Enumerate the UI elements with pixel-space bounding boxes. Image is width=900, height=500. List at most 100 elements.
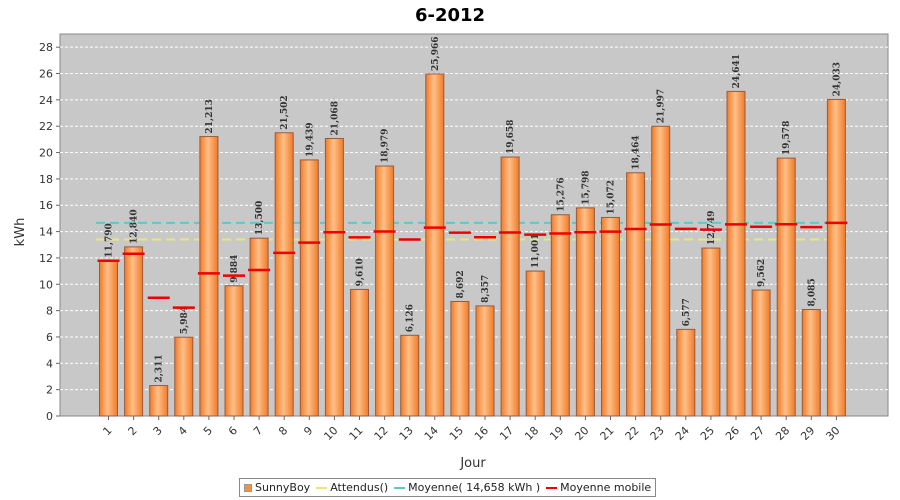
y-tick-label: 10 bbox=[39, 278, 53, 291]
legend-entry: Attendus() bbox=[316, 481, 388, 494]
y-tick-label: 6 bbox=[46, 331, 53, 344]
bar bbox=[626, 172, 646, 417]
bar bbox=[450, 301, 470, 417]
legend-label: Moyenne mobile bbox=[560, 481, 652, 494]
bar bbox=[224, 285, 244, 417]
x-tick-label: 26 bbox=[723, 424, 742, 443]
bar-data-label: 18,979 bbox=[381, 129, 391, 163]
bar bbox=[249, 237, 269, 417]
x-tick-label: 11 bbox=[347, 424, 366, 443]
x-tick-label: 9 bbox=[301, 424, 315, 438]
legend-swatch bbox=[244, 483, 252, 492]
x-tick-label: 7 bbox=[251, 424, 265, 438]
bar-data-label: 19,658 bbox=[506, 120, 516, 154]
bar-data-label: 8,357 bbox=[481, 275, 491, 303]
bar-data-label: 24,033 bbox=[832, 62, 842, 96]
y-tick-label: 20 bbox=[39, 147, 53, 160]
legend: SunnyBoy Attendus() Moyenne( 14,658 kWh ) M… bbox=[239, 478, 657, 497]
y-tick-label: 28 bbox=[39, 41, 53, 54]
plot-background bbox=[59, 33, 889, 417]
chart-title: 6-2012 bbox=[415, 5, 485, 26]
bar bbox=[701, 247, 721, 417]
bar-data-label: 8,692 bbox=[456, 270, 466, 298]
bar bbox=[350, 288, 369, 417]
x-tick-label: 4 bbox=[176, 424, 190, 438]
y-tick-label: 4 bbox=[46, 357, 53, 370]
x-tick-label: 25 bbox=[698, 424, 717, 443]
y-tick-label: 14 bbox=[39, 226, 53, 239]
x-axis-label: Jour bbox=[459, 456, 486, 471]
x-tick-label: 16 bbox=[472, 424, 491, 443]
bar bbox=[299, 159, 319, 417]
x-tick-label: 13 bbox=[397, 424, 416, 443]
bar bbox=[550, 214, 570, 417]
bar bbox=[425, 73, 445, 417]
y-tick-label: 18 bbox=[39, 173, 53, 186]
bar-data-label: 19,578 bbox=[782, 121, 792, 155]
y-tick-label: 16 bbox=[39, 199, 53, 212]
x-tick-label: 23 bbox=[648, 424, 667, 443]
legend-label: SunnyBoy bbox=[255, 481, 311, 494]
x-tick-label: 5 bbox=[201, 424, 215, 438]
bar-data-label: 6,577 bbox=[682, 298, 692, 326]
bar-data-label: 15,072 bbox=[607, 180, 617, 214]
bar bbox=[525, 270, 545, 417]
bar-data-label: 11,790 bbox=[105, 223, 115, 257]
bar-data-label: 19,439 bbox=[305, 122, 315, 156]
bar-data-label: 2,311 bbox=[155, 354, 165, 382]
bar-data-label: 24,641 bbox=[732, 54, 742, 88]
bar-data-label: 15,276 bbox=[556, 177, 566, 211]
y-tick-label: 2 bbox=[46, 384, 53, 397]
bar bbox=[601, 216, 620, 417]
bar bbox=[801, 309, 821, 417]
x-tick-label: 30 bbox=[823, 424, 842, 443]
bar bbox=[400, 334, 420, 417]
x-tick-label: 21 bbox=[598, 424, 617, 443]
bar-data-label: 21,213 bbox=[205, 99, 215, 133]
bar bbox=[651, 125, 671, 417]
bar bbox=[199, 136, 219, 417]
legend-entry: Moyenne( 14,658 kWh ) bbox=[394, 481, 540, 494]
bar bbox=[676, 328, 696, 417]
y-axis-label: kWh bbox=[13, 218, 28, 247]
x-tick-label: 29 bbox=[798, 424, 817, 443]
bar-data-label: 11,001 bbox=[531, 234, 541, 268]
x-tick-label: 27 bbox=[748, 424, 767, 443]
bar bbox=[99, 260, 118, 417]
y-tick-label: 22 bbox=[39, 120, 53, 133]
bar-data-label: 21,502 bbox=[280, 95, 290, 129]
bar-data-label: 25,966 bbox=[431, 37, 441, 71]
bar bbox=[324, 137, 344, 417]
y-tick-label: 24 bbox=[39, 94, 53, 107]
y-tick-label: 8 bbox=[46, 305, 53, 318]
x-tick-label: 19 bbox=[547, 424, 566, 443]
bar-data-label: 21,997 bbox=[657, 89, 667, 123]
bar-data-label: 9,884 bbox=[230, 255, 240, 283]
bar bbox=[826, 98, 846, 417]
legend-swatch bbox=[394, 486, 406, 489]
legend-entry: Moyenne mobile bbox=[546, 481, 651, 494]
bar-data-label: 6,126 bbox=[406, 304, 416, 332]
y-tick-label: 0 bbox=[46, 410, 53, 423]
legend-entry: SunnyBoy bbox=[244, 481, 310, 494]
bar-data-label: 12,840 bbox=[130, 209, 140, 243]
bar bbox=[274, 132, 294, 417]
x-tick-label: 17 bbox=[497, 424, 516, 443]
bar bbox=[475, 305, 495, 417]
x-tick-label: 22 bbox=[623, 424, 642, 443]
x-tick-label: 2 bbox=[126, 424, 140, 438]
x-tick-label: 24 bbox=[673, 424, 692, 443]
x-tick-label: 14 bbox=[422, 424, 441, 443]
bar-data-label: 18,464 bbox=[632, 135, 642, 169]
bar bbox=[375, 165, 395, 417]
bar bbox=[124, 246, 144, 417]
bar bbox=[149, 385, 169, 417]
bar bbox=[776, 157, 796, 417]
bar-data-label: 12,749 bbox=[707, 211, 717, 245]
legend-swatch bbox=[546, 486, 558, 489]
bar-data-label: 9,610 bbox=[356, 258, 366, 286]
bar-data-label: 8,085 bbox=[807, 278, 817, 306]
bar bbox=[575, 207, 595, 417]
